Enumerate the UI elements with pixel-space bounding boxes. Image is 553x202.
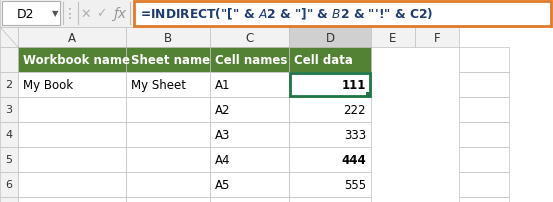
Text: 333: 333 xyxy=(344,128,366,141)
Text: C: C xyxy=(246,31,254,44)
Bar xyxy=(0,28,18,48)
Text: E: E xyxy=(389,31,397,44)
Bar xyxy=(126,73,210,98)
Text: A4: A4 xyxy=(215,153,231,166)
Bar xyxy=(415,28,459,48)
Text: 111: 111 xyxy=(342,79,366,92)
Bar xyxy=(126,197,210,202)
Bar xyxy=(2,2,60,26)
Text: F: F xyxy=(434,31,440,44)
Text: ✓: ✓ xyxy=(96,7,106,20)
Bar xyxy=(210,122,289,147)
Text: 555: 555 xyxy=(344,178,366,191)
Bar xyxy=(459,172,509,197)
Bar xyxy=(18,197,126,202)
Text: 4: 4 xyxy=(6,130,13,140)
Text: D2: D2 xyxy=(16,7,34,20)
Bar xyxy=(290,74,370,97)
Bar xyxy=(459,73,509,98)
Bar xyxy=(18,28,126,48)
Bar xyxy=(210,197,289,202)
Bar xyxy=(0,172,18,197)
Bar xyxy=(0,0,553,28)
Bar xyxy=(210,28,289,48)
Bar xyxy=(366,93,371,98)
Bar xyxy=(289,197,371,202)
Bar xyxy=(126,122,210,147)
Bar xyxy=(210,172,289,197)
Bar xyxy=(371,28,415,48)
Text: B: B xyxy=(164,31,172,44)
Text: Cell data: Cell data xyxy=(294,54,353,67)
Bar xyxy=(459,197,509,202)
Bar xyxy=(459,98,509,122)
Bar xyxy=(18,147,126,172)
Bar xyxy=(289,48,371,73)
Bar xyxy=(459,147,509,172)
Text: My Book: My Book xyxy=(23,79,73,92)
Bar xyxy=(18,98,126,122)
Bar xyxy=(0,122,18,147)
Text: 6: 6 xyxy=(6,180,13,189)
Bar xyxy=(289,28,371,48)
Bar xyxy=(126,48,210,73)
Text: 5: 5 xyxy=(6,155,13,165)
Text: ✕: ✕ xyxy=(81,7,91,20)
Text: A1: A1 xyxy=(215,79,231,92)
Text: My Sheet: My Sheet xyxy=(131,79,186,92)
Bar xyxy=(289,122,371,147)
Text: =INDIRECT("[" & $A$2 & "]" & $B$2 & "'!" & C2): =INDIRECT("[" & $A$2 & "]" & $B$2 & "'!"… xyxy=(140,6,434,21)
Text: 222: 222 xyxy=(343,103,366,116)
Bar xyxy=(126,172,210,197)
Bar xyxy=(126,28,210,48)
Text: 444: 444 xyxy=(341,153,366,166)
Bar xyxy=(0,73,18,98)
Text: A5: A5 xyxy=(215,178,231,191)
Bar xyxy=(210,98,289,122)
Bar xyxy=(289,172,371,197)
Bar xyxy=(134,2,551,27)
Text: D: D xyxy=(325,31,335,44)
Bar xyxy=(289,98,371,122)
Bar xyxy=(0,48,18,73)
Text: ƒx: ƒx xyxy=(113,7,127,21)
Bar xyxy=(0,98,18,122)
Bar xyxy=(289,73,371,98)
Bar xyxy=(18,48,126,73)
Text: Sheet name: Sheet name xyxy=(131,54,210,67)
Text: 2: 2 xyxy=(6,80,13,90)
Bar xyxy=(210,48,289,73)
Bar xyxy=(0,147,18,172)
Text: Cell names: Cell names xyxy=(215,54,288,67)
Text: 3: 3 xyxy=(6,105,13,115)
Bar xyxy=(18,73,126,98)
Bar xyxy=(0,197,18,202)
Bar xyxy=(18,172,126,197)
Text: ⋮: ⋮ xyxy=(63,7,77,21)
Bar xyxy=(126,98,210,122)
Text: Workbook name: Workbook name xyxy=(23,54,130,67)
Text: A2: A2 xyxy=(215,103,231,116)
Bar xyxy=(459,122,509,147)
Bar xyxy=(210,73,289,98)
Bar xyxy=(289,147,371,172)
Text: A3: A3 xyxy=(215,128,231,141)
Bar xyxy=(210,147,289,172)
Text: ▼: ▼ xyxy=(52,9,58,18)
Bar xyxy=(459,48,509,73)
Bar xyxy=(126,147,210,172)
Bar xyxy=(18,122,126,147)
Text: A: A xyxy=(68,31,76,44)
